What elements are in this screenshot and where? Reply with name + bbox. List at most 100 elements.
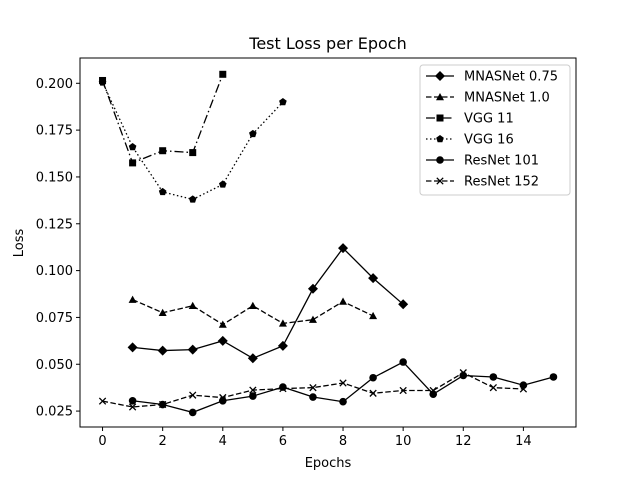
data-point [339,379,347,387]
legend-marker [436,114,444,122]
series-mnasnet-0-75 [127,243,409,364]
data-point [279,384,287,393]
data-point [188,301,197,310]
x-tick-label: 10 [395,434,412,449]
data-point [98,78,107,86]
y-tick-label: 0.050 [36,358,73,373]
data-point [549,373,558,381]
data-point [249,129,257,138]
data-point [309,393,317,401]
data-point [128,396,137,405]
data-point [339,397,347,406]
legend-label: ResNet 152 [464,175,539,190]
x-tick-label: 6 [279,434,287,449]
data-point [189,149,197,157]
series-line [132,247,404,359]
data-point [429,386,437,395]
data-point [309,384,317,392]
data-point [247,353,258,364]
series-resnet-152 [98,369,528,411]
series-line [132,299,374,326]
data-point [339,297,348,305]
data-point [368,273,379,284]
data-point [278,319,287,327]
legend-marker [436,135,444,143]
data-point [128,142,137,151]
series-resnet-101 [128,358,558,417]
legend-marker [435,71,445,81]
legend-label: ResNet 101 [464,154,539,169]
y-tick-label: 0.025 [36,405,73,420]
y-tick-label: 0.200 [36,77,73,92]
data-point [369,389,377,397]
legend-item: ResNet 101 [426,154,539,169]
data-point [399,386,407,395]
legend-box [419,64,571,196]
y-tick-label: 0.100 [36,264,73,279]
x-axis-label: Epochs [305,456,352,471]
series-mnasnet-1-0 [128,295,378,328]
legend-label: MNASNet 0.75 [464,70,558,85]
y-tick-label: 0.075 [36,311,73,326]
chart-title: Test Loss per Epoch [248,34,406,53]
y-axis-label: Loss [12,229,27,258]
data-point [127,342,138,353]
legend-marker [436,93,444,101]
legend-marker [436,177,444,185]
data-point [248,301,257,310]
data-point [459,369,467,377]
data-point [489,373,498,381]
series-vgg-16 [98,78,287,203]
data-point [369,311,378,320]
legend-item: VGG 11 [426,112,514,127]
data-point [218,180,227,188]
legend-item: MNASNet 0.75 [426,70,558,85]
data-point [489,384,497,392]
legend-label: MNASNet 1.0 [464,91,550,106]
legend-item: VGG 16 [426,133,514,148]
data-point [129,159,137,167]
y-axis: 0.025 0.050 0.075 0.100 0.125 0.150 0.175 0.200 [36,77,80,420]
x-tick-label: 4 [219,434,227,449]
data-point [249,386,257,394]
x-tick-label: 2 [159,434,167,449]
data-point [159,400,167,409]
plot-series-layer [98,70,558,417]
data-point [369,373,377,382]
legend: MNASNet 0.75 MNASNet 1.0 VGG 11 VGG 16 ResNe… [419,64,571,196]
data-point [277,340,288,351]
x-tick-label: 14 [515,434,532,449]
legend-item: MNASNet 1.0 [426,91,550,106]
data-point [279,383,287,391]
data-point [249,392,257,400]
data-point [158,187,167,196]
data-point [187,344,198,355]
data-point [519,381,528,390]
data-point [307,283,318,294]
data-point [429,390,438,399]
data-point [157,345,168,356]
data-point [128,295,137,303]
y-tick-label: 0.150 [36,170,73,185]
data-point [338,243,349,254]
x-tick-label: 0 [98,434,106,449]
data-point [219,393,227,402]
legend-marker [436,156,444,164]
data-point [188,195,197,203]
x-tick-label: 8 [339,434,347,449]
x-tick-label: 12 [455,434,472,449]
legend-label: VGG 16 [464,133,514,148]
x-axis: 0 2 4 6 8 10 12 14 [98,427,532,449]
data-point [279,98,287,106]
data-point [159,147,167,155]
y-tick-label: 0.125 [36,217,73,232]
data-point [158,308,167,316]
data-point [218,320,227,328]
data-point [308,315,317,323]
data-point [128,403,137,411]
data-point [398,299,409,310]
data-point [188,408,197,417]
data-point [219,70,227,78]
legend-label: VGG 11 [464,112,514,127]
